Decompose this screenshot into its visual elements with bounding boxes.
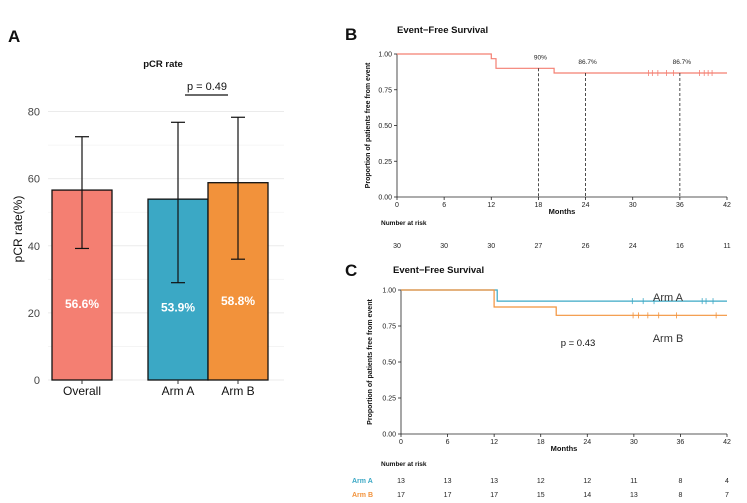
risk-value-0-7: 4 xyxy=(725,478,729,485)
y-tick-label-0: 0 xyxy=(34,375,40,387)
x-tick-label-5: 30 xyxy=(629,202,637,209)
bar-value-label-0: 56.6% xyxy=(65,297,99,311)
y-axis-title: Proportion of patients free from event xyxy=(367,299,374,425)
risk-value-0-0: 30 xyxy=(393,243,401,250)
y-tick-label-1: 0.25 xyxy=(378,159,392,166)
chart-title: pCR rate xyxy=(143,59,183,70)
y-tick-label-1: 0.25 xyxy=(382,396,396,403)
panel-a-letter: A xyxy=(8,27,20,46)
risk-value-0-5: 11 xyxy=(630,478,637,485)
risk-value-1-3: 15 xyxy=(537,492,545,499)
risk-value-0-6: 8 xyxy=(678,478,682,485)
y-tick-label-2: 0.50 xyxy=(382,360,396,367)
panel-b-efs-overall: B Event−Free Survival 0.00 0.25 0.50 0.75 1.0… xyxy=(345,25,731,250)
risk-value-0-2: 13 xyxy=(490,478,498,485)
x-tick-label-7: 42 xyxy=(723,202,731,209)
risk-table-title: Number at risk xyxy=(381,220,427,227)
y-tick-label-1: 20 xyxy=(28,308,40,320)
landmark-label-1: 86.7% xyxy=(578,59,597,66)
km-title: Event−Free Survival xyxy=(397,25,488,36)
x-tick-label-0: Overall xyxy=(63,384,101,398)
landmark-label-0: 90% xyxy=(534,54,547,61)
risk-value-0-4: 26 xyxy=(582,243,590,250)
risk-value-1-1: 17 xyxy=(444,492,452,499)
risk-value-0-5: 24 xyxy=(629,243,637,250)
risk-value-0-1: 30 xyxy=(440,243,448,250)
x-tick-label-4: 24 xyxy=(582,202,590,209)
risk-value-1-6: 8 xyxy=(678,492,682,499)
bar-value-label-1: 53.9% xyxy=(161,301,195,315)
risk-row-name-0: Arm A xyxy=(352,478,373,485)
x-tick-label-0: 0 xyxy=(395,202,399,209)
risk-value-0-3: 12 xyxy=(537,478,545,485)
y-tick-label-3: 60 xyxy=(28,174,40,186)
x-tick-label-4: 24 xyxy=(583,439,591,446)
p-value-label: p = 0.49 xyxy=(187,81,227,93)
x-tick-label-1: Arm A xyxy=(162,384,195,398)
risk-table-title: Number at risk xyxy=(381,461,427,468)
km-title: Event−Free Survival xyxy=(393,265,484,276)
bar-value-label-2: 58.8% xyxy=(221,294,255,308)
risk-value-0-2: 30 xyxy=(487,243,495,250)
risk-value-0-1: 13 xyxy=(444,478,452,485)
p-value-label: p = 0.43 xyxy=(561,338,596,349)
y-tick-label-3: 0.75 xyxy=(378,87,392,94)
x-axis-title: Months xyxy=(551,444,578,453)
x-tick-label-1: 6 xyxy=(442,202,446,209)
x-tick-label-1: 6 xyxy=(446,439,450,446)
y-tick-label-2: 0.50 xyxy=(378,123,392,130)
risk-value-1-7: 7 xyxy=(725,492,729,499)
y-tick-label-4: 1.00 xyxy=(382,288,396,295)
y-tick-label-4: 1.00 xyxy=(378,52,392,59)
km-curve-0 xyxy=(397,53,727,74)
risk-value-0-7: 11 xyxy=(723,243,730,250)
x-tick-label-2: Arm B xyxy=(221,384,254,398)
x-tick-label-7: 42 xyxy=(723,439,731,446)
y-tick-label-4: 80 xyxy=(28,107,40,119)
risk-value-0-3: 27 xyxy=(535,243,543,250)
y-axis-title: Proportion of patients free from event xyxy=(365,62,372,188)
risk-value-1-0: 17 xyxy=(397,492,405,499)
risk-value-1-2: 17 xyxy=(490,492,498,499)
panel-a-pcr-bar-chart: A 0 20 40 60 80 pCR rate pCR rate(%) 56.6% Overa… xyxy=(8,27,284,398)
series-label-arm-a: Arm A xyxy=(653,292,684,304)
x-axis-title: Months xyxy=(549,207,576,216)
x-tick-label-3: 18 xyxy=(535,202,543,209)
risk-value-0-6: 16 xyxy=(676,243,684,250)
x-tick-label-0: 0 xyxy=(399,439,403,446)
x-tick-label-2: 12 xyxy=(490,439,498,446)
x-tick-label-3: 18 xyxy=(537,439,545,446)
x-tick-label-6: 36 xyxy=(677,439,685,446)
panel-c-efs-by-arm: C Event−Free Survival 0.00 0.25 0.50 0.75 1.0… xyxy=(345,261,731,499)
x-tick-label-2: 12 xyxy=(487,202,495,209)
risk-row-name-1: Arm B xyxy=(352,492,373,499)
series-label-arm-b: Arm B xyxy=(653,333,684,345)
y-axis-title: pCR rate(%) xyxy=(11,196,25,263)
risk-value-0-0: 13 xyxy=(397,478,405,485)
y-tick-label-3: 0.75 xyxy=(382,324,396,331)
panel-b-letter: B xyxy=(345,25,357,44)
y-tick-label-0: 0.00 xyxy=(378,195,392,202)
x-tick-label-5: 30 xyxy=(630,439,638,446)
km-curve-1 xyxy=(401,289,727,316)
x-tick-label-6: 36 xyxy=(676,202,684,209)
risk-value-1-4: 14 xyxy=(583,492,591,499)
panel-c-letter: C xyxy=(345,261,357,280)
landmark-label-2: 86.7% xyxy=(673,59,692,66)
y-tick-label-0: 0.00 xyxy=(382,432,396,439)
risk-value-0-4: 12 xyxy=(583,478,591,485)
y-tick-label-2: 40 xyxy=(28,241,40,253)
risk-value-1-5: 13 xyxy=(630,492,638,499)
